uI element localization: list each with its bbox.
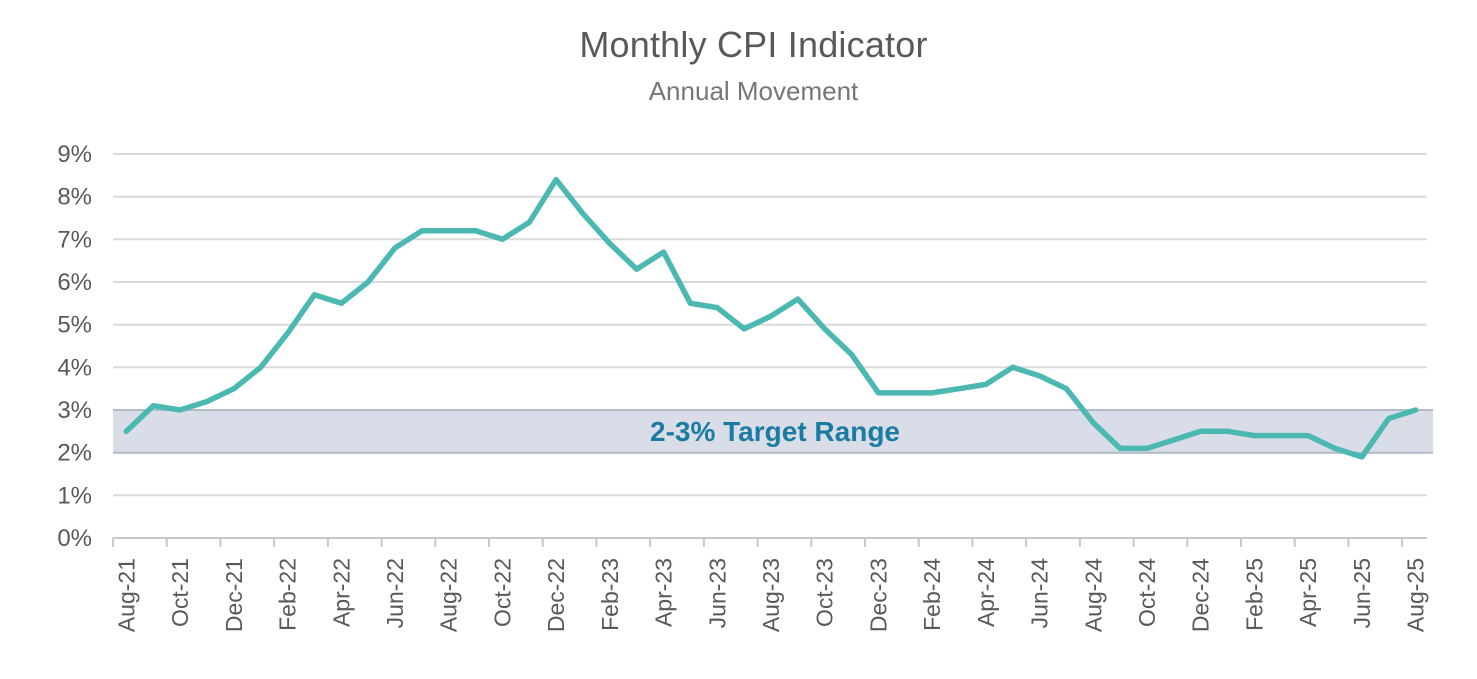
- y-tick-label: 3%: [57, 397, 92, 424]
- y-tick-label: 2%: [57, 440, 92, 467]
- chart-subtitle: Annual Movement: [648, 76, 859, 106]
- x-tick-label: Apr-25: [1295, 558, 1321, 627]
- chart-title: Monthly CPI Indicator: [579, 24, 928, 65]
- x-tick-label: Dec-22: [543, 558, 569, 632]
- y-tick-label: 9%: [57, 141, 92, 168]
- target-band-label: 2-3% Target Range: [650, 416, 900, 447]
- y-tick-label: 5%: [57, 312, 92, 339]
- x-tick-label: Jun-23: [704, 558, 730, 628]
- x-tick-label: Oct-24: [1134, 558, 1160, 627]
- x-tick-label: Jun-24: [1027, 558, 1053, 629]
- x-tick-label: Aug-23: [758, 558, 784, 632]
- x-tick-label: Apr-23: [651, 558, 677, 627]
- y-tick-label: 6%: [57, 269, 92, 296]
- x-tick-label: Aug-22: [436, 558, 462, 632]
- x-tick-label: Oct-22: [489, 558, 515, 627]
- y-tick-label: 0%: [57, 525, 92, 552]
- x-tick-label: Oct-21: [167, 558, 193, 627]
- x-tick-label: Dec-23: [865, 558, 891, 632]
- x-tick-label: Jun-22: [382, 558, 408, 628]
- y-tick-label: 1%: [57, 482, 92, 509]
- x-tick-label: Feb-25: [1241, 558, 1267, 631]
- x-tick-label: Apr-24: [973, 558, 999, 627]
- cpi-line: [123, 176, 1419, 460]
- x-tick-label: Apr-22: [328, 558, 354, 627]
- y-tick-label: 8%: [57, 184, 92, 211]
- x-tick-label: Oct-23: [812, 558, 838, 627]
- x-tick-label: Dec-24: [1188, 558, 1214, 632]
- x-tick-label: Aug-25: [1403, 558, 1429, 632]
- x-tick-label: Aug-21: [113, 558, 139, 632]
- x-tick-label: Feb-23: [597, 558, 623, 631]
- x-tick-label: Feb-22: [275, 558, 301, 631]
- x-tick-label: Feb-24: [919, 558, 945, 631]
- y-tick-label: 7%: [57, 226, 92, 253]
- x-tick-label: Aug-24: [1080, 558, 1106, 632]
- y-tick-label: 4%: [57, 354, 92, 381]
- x-tick-label: Dec-21: [221, 558, 247, 632]
- x-tick-label: Jun-25: [1349, 558, 1375, 628]
